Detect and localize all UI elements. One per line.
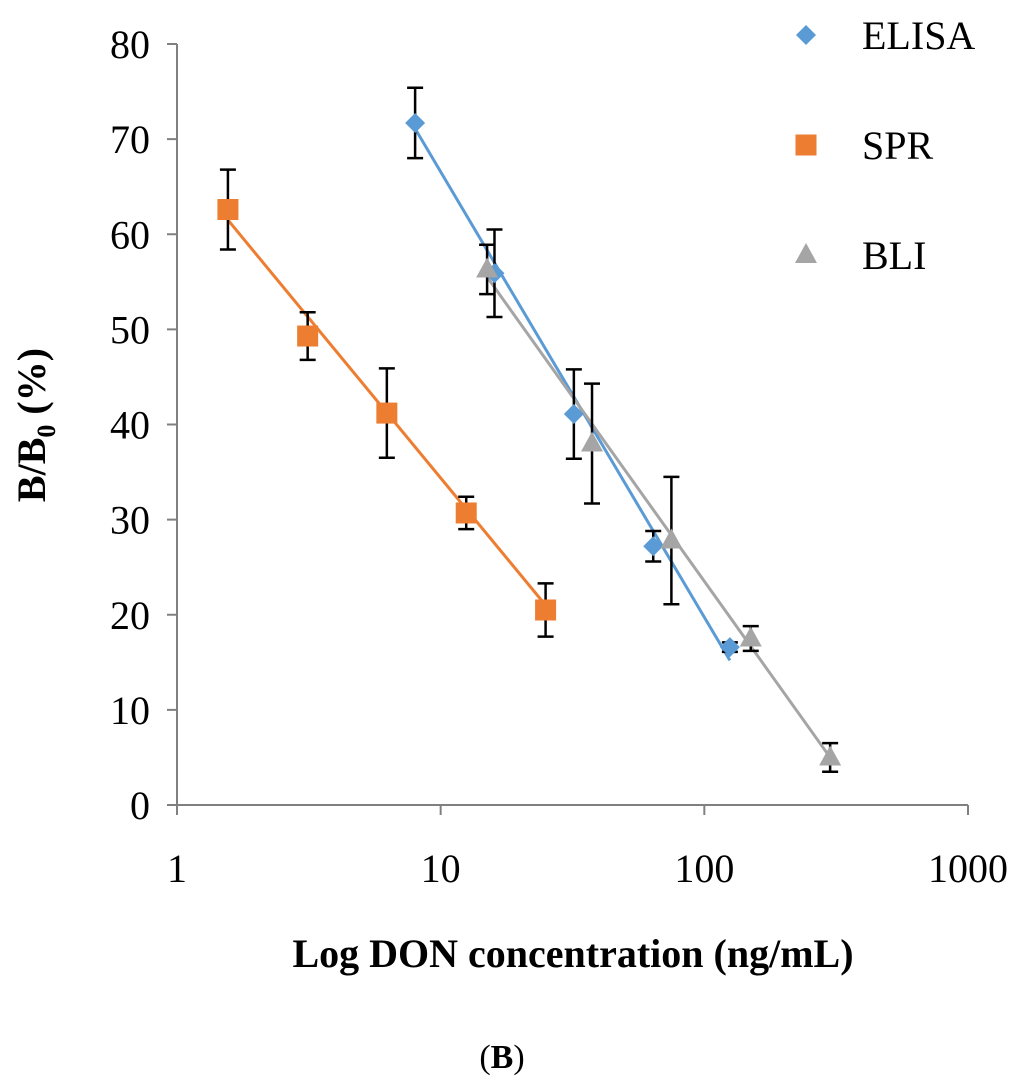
y-axis-title: B/B0 (%) <box>9 348 61 502</box>
y-tick-label: 30 <box>110 498 150 543</box>
legend-elisa-marker <box>796 25 816 45</box>
bli-data-point <box>739 626 762 647</box>
y-tick-label: 70 <box>110 117 150 162</box>
elisa-data-point <box>643 536 664 557</box>
spr-data-point <box>535 599 557 621</box>
y-axis-title-main: B/B <box>9 438 54 502</box>
panel-label-close: ) <box>513 1039 524 1076</box>
bli-data-point <box>476 257 499 278</box>
legend-spr-label: SPR <box>862 123 933 168</box>
elisa-data-point <box>405 112 426 133</box>
x-tick-label: 10 <box>421 846 461 891</box>
y-axis-title-subscript: 0 <box>32 425 61 438</box>
panel-label-letter: B <box>491 1039 514 1076</box>
y-tick-label: 0 <box>130 783 150 828</box>
bli-data-point <box>660 528 683 549</box>
x-tick-label: 1000 <box>928 846 1008 891</box>
x-axis-title: Log DON concentration (ng/mL) <box>292 931 853 976</box>
bli-data-point <box>819 745 842 766</box>
x-tick-label: 100 <box>674 846 734 891</box>
y-tick-label: 50 <box>110 307 150 352</box>
elisa-data-point <box>719 637 740 658</box>
elisa-data-point <box>563 404 584 425</box>
spr-data-point <box>217 199 239 221</box>
y-tick-label: 20 <box>110 593 150 638</box>
panel-label-open: ( <box>479 1039 490 1076</box>
bli-data-point <box>581 431 604 452</box>
bli-fit-line <box>485 276 832 759</box>
legend-bli-marker <box>795 243 817 263</box>
panel-label: (B) <box>479 1039 524 1076</box>
y-axis-title-suffix: (%) <box>9 348 54 425</box>
spr-data-point <box>376 402 398 424</box>
error-bars <box>219 86 839 773</box>
spr-data-point <box>455 502 477 524</box>
legend-spr-marker <box>795 134 817 156</box>
spr-data-point <box>297 325 319 347</box>
fit-lines <box>226 127 832 759</box>
data-markers <box>217 112 842 766</box>
y-tick-label: 80 <box>110 22 150 67</box>
y-tick-label: 10 <box>110 688 150 733</box>
axes: 0 10 20 30 40 50 60 70 80 1 10 100 1000 <box>110 22 1008 891</box>
legend: ELISA SPR BLI <box>795 13 975 278</box>
legend-bli-label: BLI <box>862 233 926 278</box>
y-tick-label: 60 <box>110 212 150 257</box>
x-tick-label: 1 <box>167 846 187 891</box>
y-tick-label: 40 <box>110 403 150 448</box>
legend-elisa-label: ELISA <box>862 13 975 58</box>
